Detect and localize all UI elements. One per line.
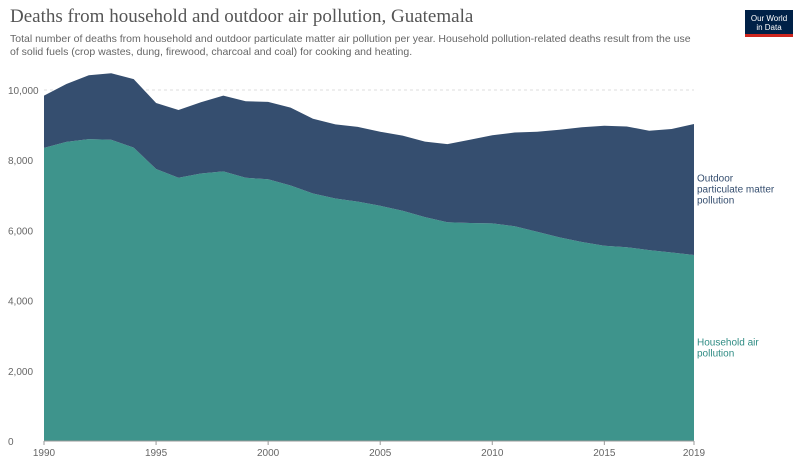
series-label-outdoor: Outdoor particulate matter pollution <box>697 174 775 207</box>
series-label-line: pollution <box>697 348 734 359</box>
series-label-line: Household air <box>697 337 759 348</box>
y-tick-label: 6,000 <box>8 226 33 237</box>
x-tick-label: 1995 <box>145 448 168 459</box>
y-tick-label: 0 <box>8 437 14 448</box>
y-tick-label: 8,000 <box>8 156 33 167</box>
x-tick-label: 1990 <box>33 448 56 459</box>
series-label-line: Outdoor <box>697 174 734 185</box>
series-area-outdoor <box>44 73 694 255</box>
x-tick-label: 2019 <box>683 448 706 459</box>
x-tick-label: 2000 <box>257 448 280 459</box>
chart-subtitle: Total number of deaths from household an… <box>10 33 691 58</box>
chart-title: Deaths from household and outdoor air po… <box>10 6 474 27</box>
series-label-line: particulate matter <box>697 185 775 196</box>
y-tick-label: 10,000 <box>8 86 39 97</box>
y-tick-label: 4,000 <box>8 297 33 308</box>
series-area-household <box>44 139 694 441</box>
x-tick-label: 2015 <box>593 448 616 459</box>
owid-logo[interactable]: Our World in Data <box>745 10 793 37</box>
x-tick-label: 2010 <box>481 448 504 459</box>
logo-line-2: in Data <box>756 23 782 32</box>
series-label-household: Household air pollution <box>697 337 759 359</box>
y-tick-label: 2,000 <box>8 367 33 378</box>
logo-line-1: Our World <box>750 14 788 23</box>
series-label-line: pollution <box>697 196 734 207</box>
x-tick-label: 2005 <box>369 448 392 459</box>
